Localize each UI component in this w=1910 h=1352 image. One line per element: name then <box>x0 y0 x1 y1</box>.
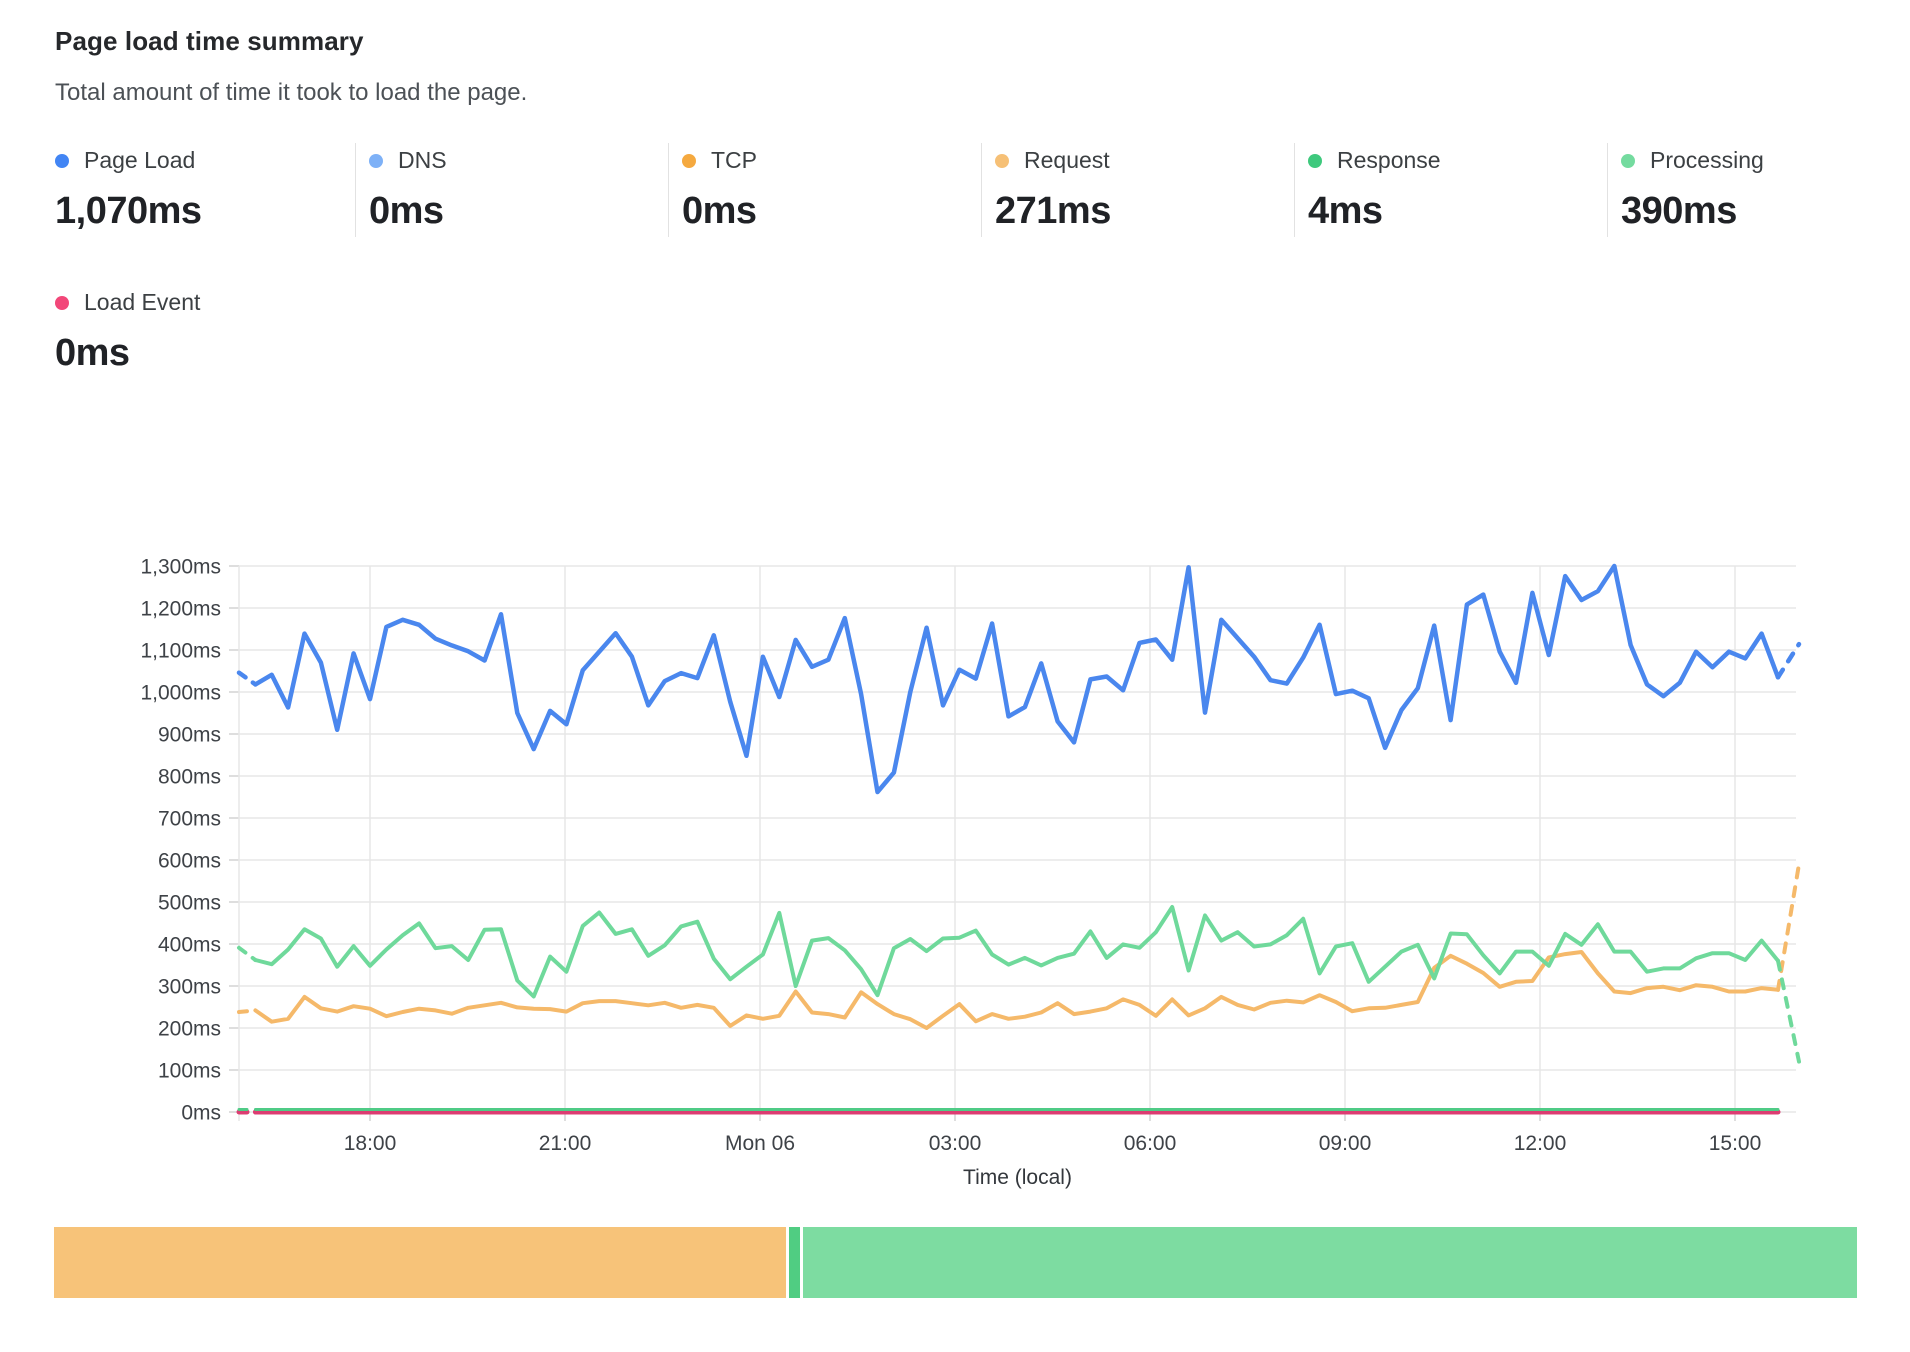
metric-label: Request <box>1024 147 1110 173</box>
response-legend-dot-icon <box>1308 153 1322 168</box>
metric-value: 1,070ms <box>55 190 202 232</box>
metric-label: DNS <box>398 147 447 173</box>
x-axis-tick-label: 12:00 <box>1514 1132 1567 1155</box>
y-axis-tick-label: 1,300ms <box>140 555 221 578</box>
y-axis-tick-label: 200ms <box>158 1017 221 1040</box>
x-axis-tick-label: 18:00 <box>344 1132 397 1155</box>
y-axis-tick-label: 600ms <box>158 849 221 872</box>
y-axis-tick-label: 900ms <box>158 723 221 746</box>
y-axis-tick-label: 1,200ms <box>140 597 221 620</box>
metric-label: Processing <box>1650 147 1764 173</box>
page-load-legend-dot-icon <box>55 153 69 168</box>
metric-dns: DNS 0ms <box>355 143 668 237</box>
x-axis-tick-label: 06:00 <box>1124 1132 1177 1155</box>
metric-value: 0ms <box>369 190 444 232</box>
series-line-request <box>253 950 1780 1030</box>
metric-response: Response 4ms <box>1294 143 1607 237</box>
y-axis-tick-label: 400ms <box>158 933 221 956</box>
series-line-start-projection <box>237 1008 258 1014</box>
y-axis-tick-label: 1,000ms <box>140 681 221 704</box>
metric-label: Page Load <box>84 147 196 173</box>
page-title: Page load time summary <box>55 26 364 56</box>
metric-value: 390ms <box>1621 190 1737 232</box>
load-time-distribution-bar <box>54 1227 1857 1298</box>
series-line-end-projection <box>1775 641 1802 680</box>
processing-legend-dot-icon <box>1621 153 1635 168</box>
metric-request: Request 271ms <box>981 143 1294 237</box>
load-event-legend-dot-icon <box>55 295 69 310</box>
y-axis-tick-label: 700ms <box>158 807 221 830</box>
series-line-page-load <box>253 563 1781 795</box>
dns-legend-dot-icon <box>369 153 383 168</box>
x-axis-tick-label: 09:00 <box>1319 1132 1372 1155</box>
x-axis-tick-label: 15:00 <box>1709 1132 1762 1155</box>
x-axis-tick-label: 21:00 <box>539 1132 592 1155</box>
metric-value: 271ms <box>995 190 1111 232</box>
metric-tcp: TCP 0ms <box>668 143 981 237</box>
panel-header: Page load time summary Total amount of t… <box>55 26 527 107</box>
series-line-start-projection <box>236 670 258 687</box>
series-line-start-projection <box>237 945 258 962</box>
metric-value: 0ms <box>55 332 130 374</box>
metric-value: 4ms <box>1308 190 1383 232</box>
metric-summary-row: Page Load 1,070ms DNS 0ms TCP 0ms Reques… <box>42 143 1910 237</box>
series-line-processing <box>253 905 1780 999</box>
y-axis-tick-label: 500ms <box>158 891 221 914</box>
y-axis-tick-label: 800ms <box>158 765 221 788</box>
metric-label: Load Event <box>84 289 201 315</box>
metric-value: 0ms <box>682 190 757 232</box>
y-axis-tick-label: 0ms <box>181 1101 221 1124</box>
y-axis-tick-label: 100ms <box>158 1059 221 1082</box>
metric-processing: Processing 390ms <box>1607 143 1910 237</box>
series-line-end-projection <box>1776 958 1801 1064</box>
x-axis-title: Time (local) <box>963 1166 1072 1189</box>
metric-label: TCP <box>711 147 757 173</box>
tcp-legend-dot-icon <box>682 153 696 168</box>
series-line-end-projection <box>1776 862 1801 992</box>
bar-segment-response <box>789 1227 801 1298</box>
metric-label: Response <box>1337 147 1441 173</box>
metric-page-load: Page Load 1,070ms <box>42 143 355 237</box>
x-axis-tick-label: 03:00 <box>929 1132 982 1155</box>
bar-segment-processing <box>803 1227 1857 1298</box>
bar-segment-request <box>54 1227 787 1298</box>
metric-load-event: Load Event 0ms <box>55 285 200 379</box>
page-subtitle: Total amount of time it took to load the… <box>55 79 528 106</box>
y-axis-tick-label: 1,100ms <box>140 639 221 662</box>
request-legend-dot-icon <box>995 153 1009 168</box>
x-axis-tick-label: Mon 06 <box>725 1132 795 1155</box>
y-axis-tick-label: 300ms <box>158 975 221 998</box>
